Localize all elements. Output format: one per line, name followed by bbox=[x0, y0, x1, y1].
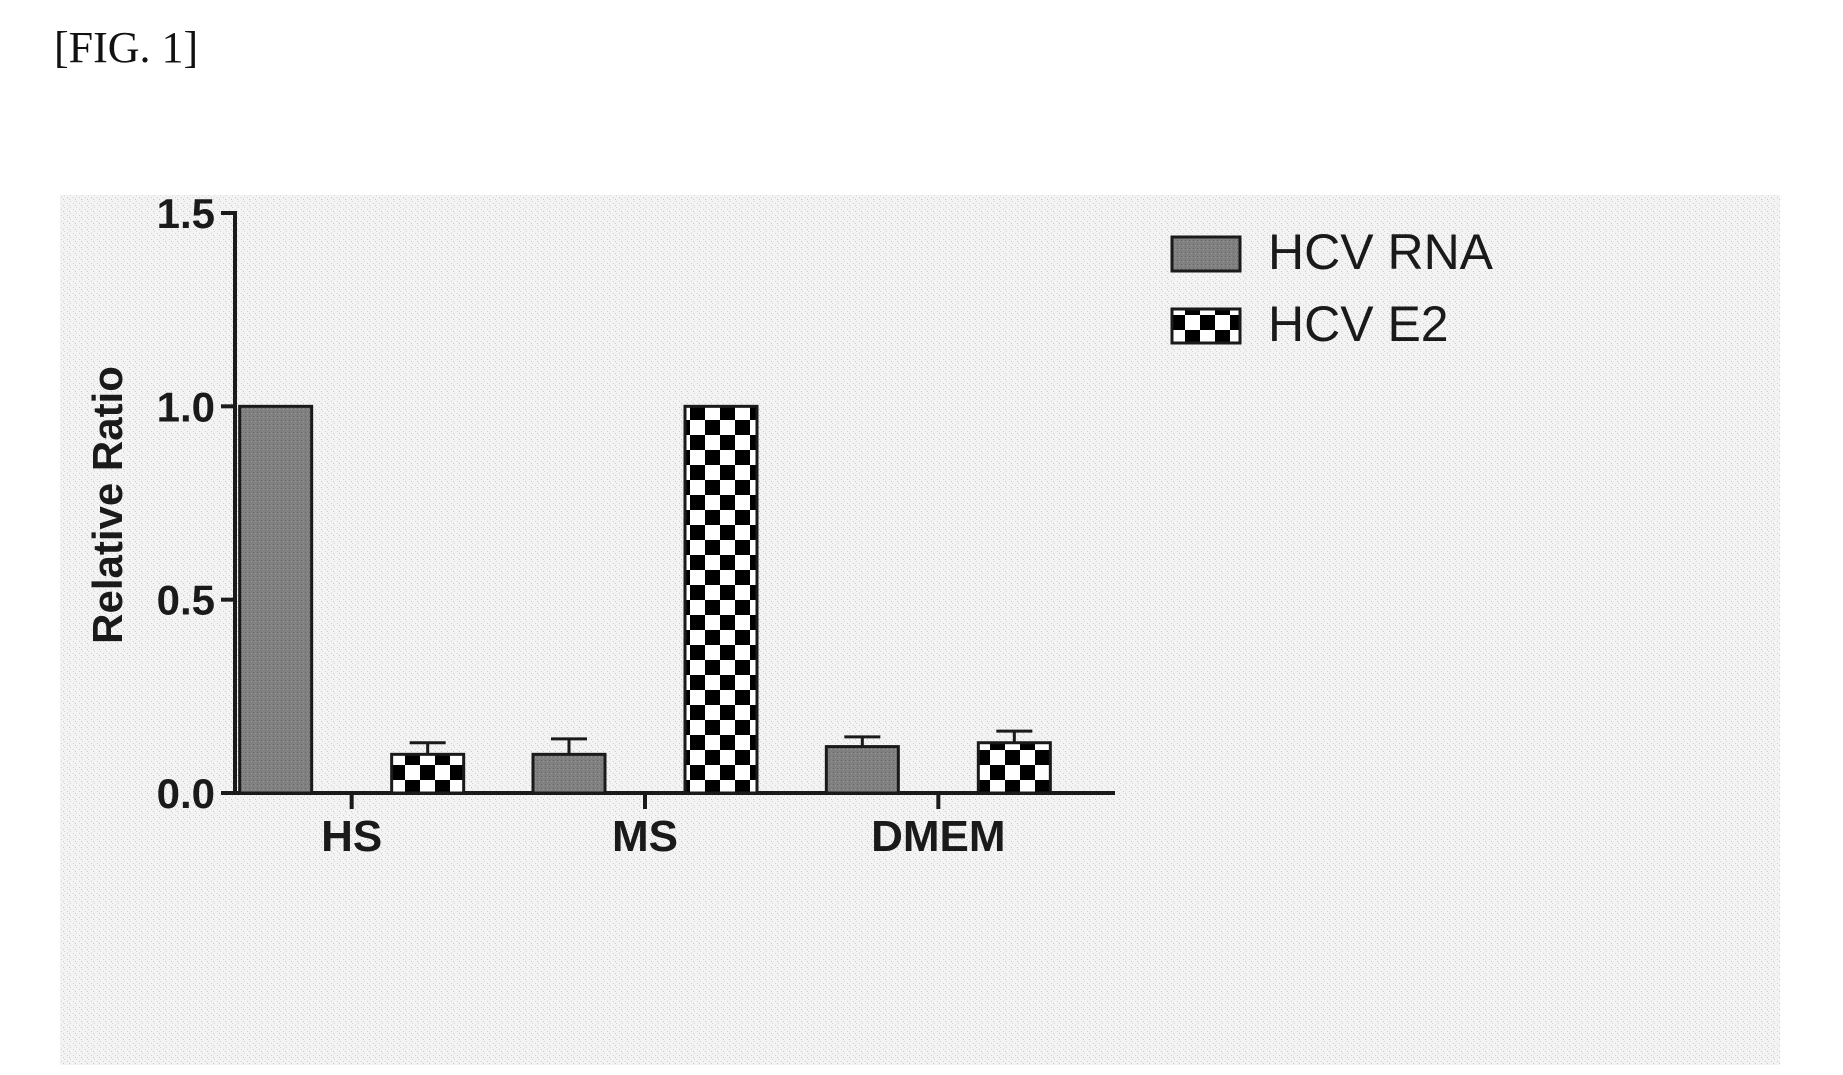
legend-swatch bbox=[1172, 309, 1240, 343]
x-tick-label: HS bbox=[321, 812, 382, 861]
figure-label: [FIG. 1] bbox=[54, 22, 198, 73]
y-tick-label: 0.5 bbox=[157, 577, 215, 624]
bar bbox=[392, 754, 464, 793]
x-tick-label: MS bbox=[612, 812, 678, 861]
bar bbox=[533, 754, 605, 793]
y-tick-label: 1.5 bbox=[157, 195, 215, 237]
bar bbox=[826, 747, 898, 793]
chart-svg: 0.0 0.5 1.0 1.5 HS MS DMEM HCV RNA HCV E2 Relat… bbox=[60, 195, 1780, 1065]
legend-label: HCV RNA bbox=[1268, 224, 1494, 280]
legend-label: HCV E2 bbox=[1268, 296, 1449, 352]
bar bbox=[978, 743, 1050, 793]
x-tick-label: DMEM bbox=[871, 812, 1005, 861]
y-axis-title: Relative Ratio bbox=[84, 366, 131, 644]
legend-swatch bbox=[1172, 237, 1240, 271]
y-tick-label: 0.0 bbox=[157, 770, 215, 817]
bar bbox=[240, 406, 312, 793]
y-tick-label: 1.0 bbox=[157, 383, 215, 430]
bar bbox=[685, 406, 757, 793]
bar-chart: 0.0 0.5 1.0 1.5 HS MS DMEM HCV RNA HCV E2 Relat… bbox=[60, 195, 1780, 1065]
plot-background bbox=[60, 195, 1780, 1065]
